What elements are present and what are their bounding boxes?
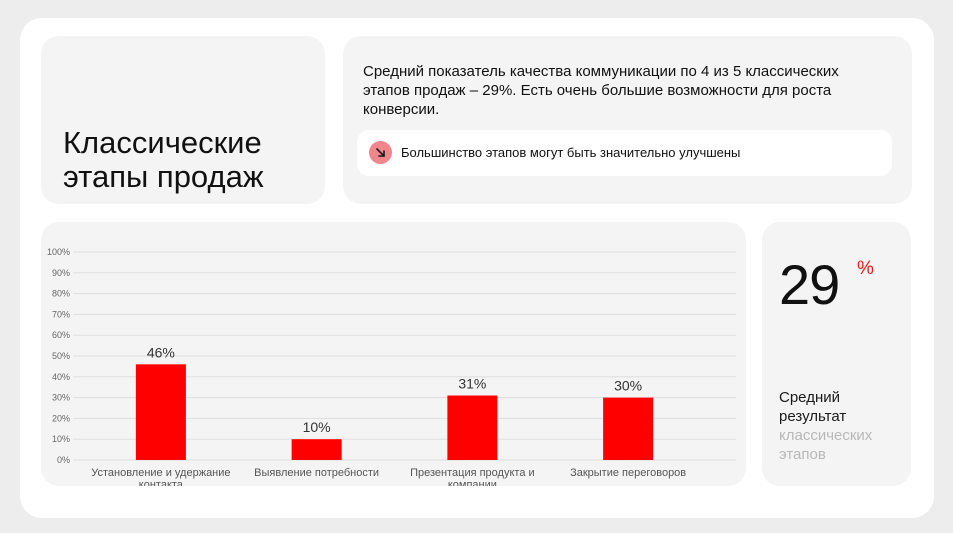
- bar: [135, 364, 186, 460]
- bar-chart: 0% 10% 20% 30% 40% 50% 60% 70% 80% 90% 100% 46% Уста…: [47, 247, 736, 486]
- bar-value-label: 30%: [614, 378, 642, 394]
- note-text: Большинство этапов могут быть значительн…: [401, 145, 741, 160]
- result-panel: 29 % Средний результат классических этап…: [762, 222, 911, 486]
- result-value: 29: [779, 253, 840, 316]
- y-tick-label: 60%: [52, 330, 70, 340]
- bar: [603, 397, 654, 460]
- page-title: Классические этапы продаж: [63, 125, 264, 194]
- bar: [447, 395, 498, 460]
- y-tick-label: 90%: [52, 268, 70, 278]
- result-label-secondary: классических этапов: [779, 427, 873, 463]
- y-tick-label: 40%: [52, 372, 70, 382]
- x-category-label: Выявление потребности: [254, 467, 379, 479]
- y-tick-label: 100%: [47, 247, 70, 257]
- note-box: Большинство этапов могут быть значительн…: [357, 130, 892, 176]
- result-label-primary: Средний результат: [779, 389, 847, 425]
- bar: [291, 439, 342, 460]
- chart-panel: 0% 10% 20% 30% 40% 50% 60% 70% 80% 90% 100% 46% Уста…: [41, 222, 746, 486]
- y-tick-label: 30%: [52, 393, 70, 403]
- arrow-down-right-icon: [369, 141, 392, 164]
- summary-text: Средний показатель качества коммуникации…: [363, 63, 839, 118]
- y-tick-label: 10%: [52, 434, 70, 444]
- y-tick-label: 20%: [52, 413, 70, 423]
- result-unit: %: [857, 258, 874, 279]
- x-category-label: Презентация продукта и компании: [410, 467, 535, 486]
- bar-value-label: 46%: [147, 344, 175, 360]
- summary-panel: Средний показатель качества коммуникации…: [343, 36, 912, 204]
- bar-value-label: 31%: [458, 376, 486, 392]
- x-category-label: Установление и удержание контакта: [91, 467, 230, 486]
- y-tick-label: 50%: [52, 351, 70, 361]
- y-tick-label: 80%: [52, 289, 70, 299]
- y-tick-label: 70%: [52, 309, 70, 319]
- x-category-label: Закрытие переговоров: [570, 467, 686, 479]
- main-card: Классические этапы продаж Средний показа…: [20, 18, 934, 518]
- title-panel: Классические этапы продаж: [41, 36, 325, 204]
- bar-value-label: 10%: [303, 419, 331, 435]
- y-tick-label: 0%: [57, 455, 70, 465]
- result-label: Средний результат классических этапов: [779, 388, 904, 464]
